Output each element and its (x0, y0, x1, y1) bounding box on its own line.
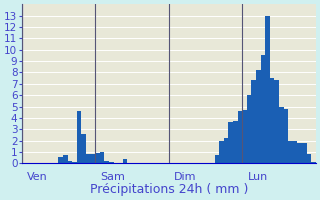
Bar (123, 159, 127, 163)
Bar (293, 141, 298, 163)
Bar (261, 55, 265, 163)
Bar (233, 121, 238, 163)
Bar (86, 154, 91, 163)
Bar (58, 157, 63, 163)
Bar (109, 162, 114, 163)
Bar (302, 143, 307, 163)
Bar (284, 109, 288, 163)
Bar (238, 111, 242, 163)
Text: Sam: Sam (101, 172, 125, 182)
Bar (307, 154, 311, 163)
Bar (215, 155, 219, 163)
X-axis label: Précipitations 24h ( mm ): Précipitations 24h ( mm ) (90, 183, 248, 196)
Bar (68, 161, 72, 163)
Bar (242, 110, 247, 163)
Bar (275, 80, 279, 163)
Text: Ven: Ven (27, 172, 48, 182)
Bar (298, 143, 302, 163)
Text: Dim: Dim (174, 172, 197, 182)
Bar (95, 153, 100, 163)
Bar (100, 152, 104, 163)
Bar (252, 80, 256, 163)
Bar (279, 107, 284, 163)
Bar (270, 78, 275, 163)
Bar (63, 155, 68, 163)
Bar (77, 111, 81, 163)
Bar (311, 162, 316, 163)
Bar (228, 122, 233, 163)
Bar (81, 134, 86, 163)
Bar (91, 154, 95, 163)
Bar (256, 70, 261, 163)
Bar (72, 162, 77, 163)
Bar (247, 95, 252, 163)
Bar (104, 161, 109, 163)
Bar (288, 141, 293, 163)
Bar (265, 16, 270, 163)
Bar (219, 141, 224, 163)
Bar (224, 138, 228, 163)
Text: Lun: Lun (248, 172, 268, 182)
